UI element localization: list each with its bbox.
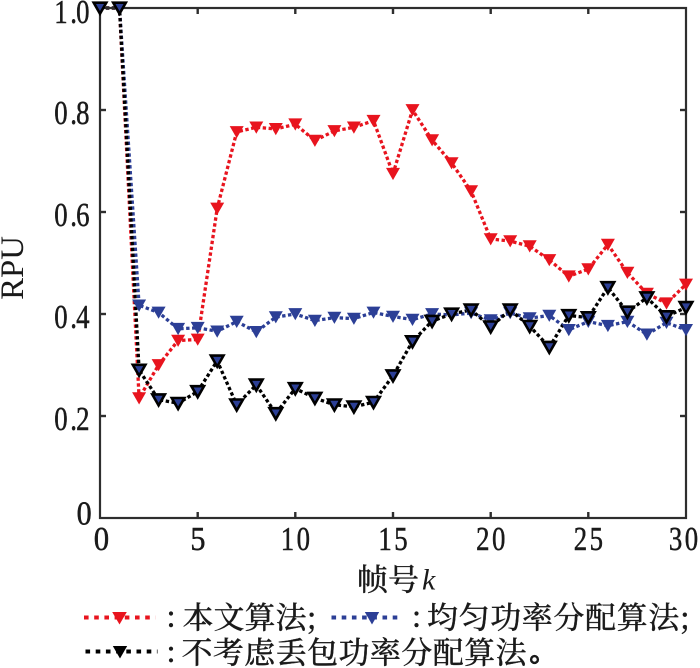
svg-text:8: 8 — [76, 94, 89, 132]
svg-text:.: . — [70, 400, 77, 438]
svg-text:.: . — [70, 94, 77, 132]
svg-text:5: 5 — [394, 520, 407, 558]
svg-text:0: 0 — [94, 520, 109, 557]
svg-text:.: . — [70, 196, 77, 234]
svg-text:1: 1 — [378, 520, 391, 558]
svg-text:帧号: 帧号 — [357, 555, 419, 600]
svg-text:0: 0 — [54, 94, 67, 132]
svg-text:0: 0 — [54, 298, 67, 336]
svg-text:不考虑丢包功率分配算法: 不考虑丢包功率分配算法 — [182, 628, 527, 668]
svg-text:.: . — [70, 0, 77, 31]
svg-text:0: 0 — [54, 400, 67, 438]
svg-text:6: 6 — [76, 196, 89, 234]
svg-text:2: 2 — [76, 400, 89, 438]
svg-text:1: 1 — [54, 0, 67, 31]
svg-text:1: 1 — [281, 520, 294, 558]
svg-text:0: 0 — [685, 520, 698, 558]
svg-text:0: 0 — [297, 520, 310, 558]
svg-text:5: 5 — [590, 520, 603, 558]
svg-text:5: 5 — [190, 521, 205, 558]
svg-text:RPU: RPU — [0, 236, 31, 300]
svg-text:均匀功率分配算法;: 均匀功率分配算法; — [427, 593, 691, 638]
svg-text:0: 0 — [492, 520, 505, 558]
svg-text:3: 3 — [669, 520, 682, 558]
svg-text:本文算法;: 本文算法; — [183, 593, 317, 638]
svg-text:0: 0 — [77, 495, 92, 532]
svg-text:2: 2 — [574, 520, 587, 558]
svg-text:4: 4 — [76, 298, 89, 336]
svg-text:k: k — [422, 564, 436, 597]
svg-text:2: 2 — [476, 520, 489, 558]
svg-text:0: 0 — [54, 196, 67, 234]
svg-text:.: . — [70, 298, 77, 336]
svg-text:0: 0 — [76, 0, 89, 31]
